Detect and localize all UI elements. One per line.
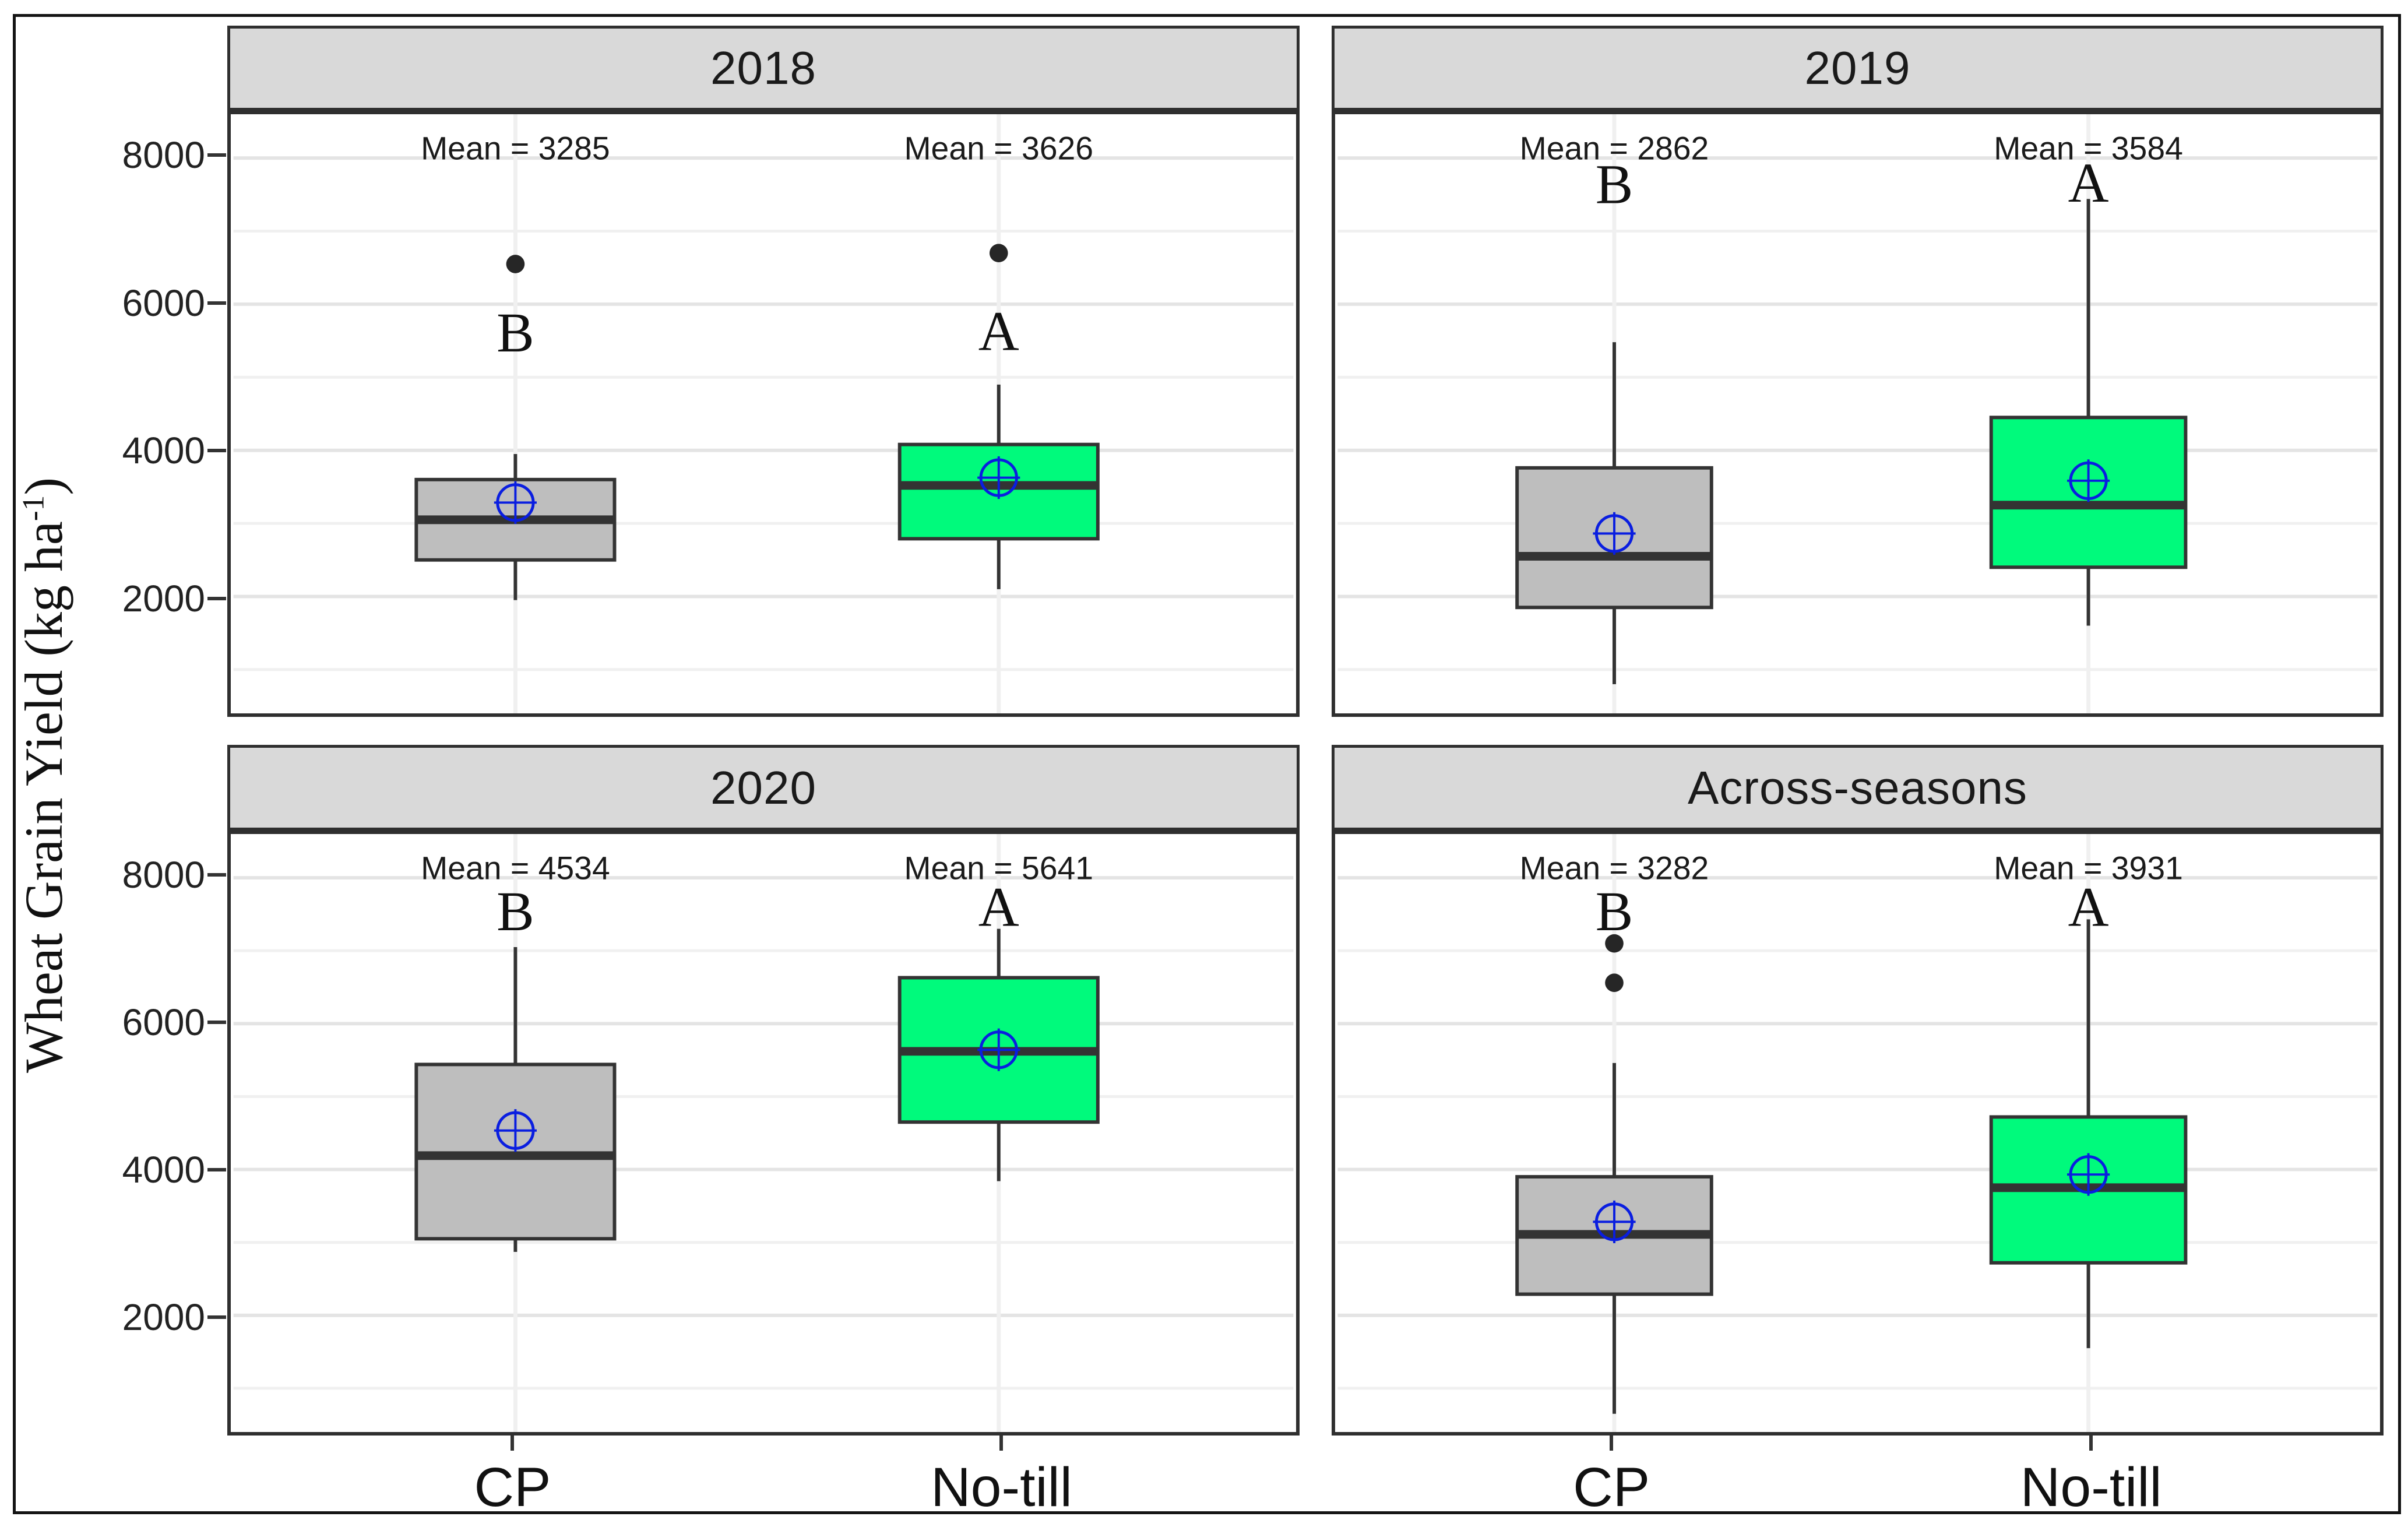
x-axis-category-label: CP [1573, 1456, 1650, 1518]
y-tick-label: 2000 [122, 578, 205, 620]
y-tick-mark [207, 153, 226, 157]
mean-value-label: Mean = 3584 [1994, 130, 2183, 166]
x-tick-mark [2089, 1436, 2093, 1451]
mean-value-label: Mean = 3626 [904, 130, 1093, 166]
x-tick-mark [999, 1436, 1004, 1451]
outlier-point [1605, 973, 1624, 993]
mean-value-label: Mean = 3931 [1994, 850, 2183, 886]
y-tick-mark [207, 449, 226, 453]
outlier-point [506, 255, 525, 273]
y-tick-label: 6000 [122, 1001, 205, 1044]
facet-strip-label: 2020 [710, 761, 816, 814]
y-axis-title-suffix: ) [14, 477, 73, 495]
panel-2018: Mean = 3285 B Mean = 3626 A [227, 111, 1300, 717]
facet-strip-label: Across-seasons [1687, 761, 2028, 814]
facet-strip-2018: 2018 [227, 26, 1300, 111]
significance-letter: A [978, 300, 1019, 363]
y-tick-mark [207, 1021, 226, 1025]
significance-letter: B [497, 301, 534, 364]
outlier-point [989, 244, 1008, 263]
x-tick-mark [511, 1436, 515, 1451]
x-axis-category-label: No-till [931, 1456, 1072, 1518]
x-axis-category-label: CP [474, 1456, 551, 1518]
outlier-point [1605, 934, 1624, 953]
significance-letter: B [1596, 153, 1634, 216]
significance-letter: A [978, 875, 1019, 938]
mean-value-label: Mean = 4534 [421, 850, 610, 886]
y-tick-mark [207, 597, 226, 601]
y-tick-label: 6000 [122, 282, 205, 324]
significance-letter: A [2068, 875, 2109, 938]
facet-strip-2019: 2019 [1332, 26, 2384, 111]
facet-strip-across-seasons: Across-seasons [1332, 745, 2384, 831]
panel-2020: Mean = 4534 B Mean = 5641 A [227, 831, 1300, 1436]
facet-strip-2020: 2020 [227, 745, 1300, 831]
mean-value-label: Mean = 2862 [1520, 130, 1709, 166]
x-tick-mark [1610, 1436, 1614, 1451]
figure-border [13, 14, 2401, 1514]
y-axis-title-superscript: -1 [15, 495, 51, 522]
facet-strip-label: 2019 [1804, 42, 1911, 94]
boxplot-canvas-2018: Mean = 3285 B Mean = 3626 A [233, 114, 1294, 713]
facet-strip-label: 2018 [710, 42, 816, 94]
significance-letter: B [497, 880, 534, 942]
panel-across-seasons: Mean = 3282 B Mean = 3931 A [1332, 831, 2384, 1436]
mean-value-label: Mean = 5641 [904, 850, 1093, 886]
y-tick-label: 2000 [122, 1296, 205, 1339]
y-tick-mark [207, 301, 226, 305]
mean-value-label: Mean = 3282 [1520, 850, 1709, 886]
y-tick-mark [207, 872, 226, 877]
y-tick-label: 8000 [122, 853, 205, 896]
y-tick-label: 4000 [122, 1149, 205, 1191]
y-tick-label: 4000 [122, 430, 205, 472]
y-tick-mark [207, 1315, 226, 1320]
panel-2019: Mean = 2862 B Mean = 3584 A [1332, 111, 2384, 717]
significance-letter: A [2068, 152, 2109, 214]
significance-letter: B [1596, 880, 1634, 942]
y-tick-label: 8000 [122, 134, 205, 177]
mean-value-label: Mean = 3285 [421, 130, 610, 166]
y-tick-mark [207, 1168, 226, 1172]
x-axis-category-label: No-till [2020, 1456, 2162, 1518]
